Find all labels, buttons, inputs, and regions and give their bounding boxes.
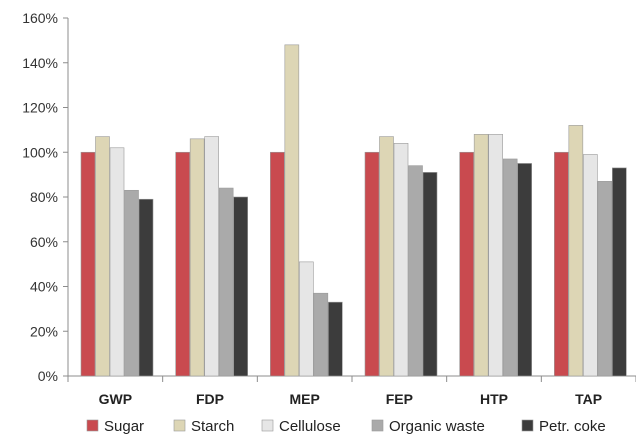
bar-starch-fep: [379, 136, 394, 377]
bar-starch-gwp: [95, 136, 110, 377]
bar-organic-waste-fdp: [218, 187, 234, 377]
bar-sugar-tap: [554, 151, 569, 377]
legend-label: Starch: [191, 418, 234, 435]
y-tick-labels: 0% 20% 40% 60% 80% 100% 120% 140% 160%: [22, 10, 58, 384]
legend-label: Organic waste: [389, 418, 485, 435]
category-labels: GWP FDP MEP FEP HTP TAP: [99, 391, 603, 407]
bar-sugar-mep: [270, 151, 285, 377]
legend-label: Sugar: [104, 418, 144, 435]
category-label: HTP: [480, 391, 508, 407]
y-tick-label: 20%: [30, 323, 58, 339]
bar-cellulose-mep: [299, 261, 314, 377]
bar-organic-waste-mep: [313, 292, 329, 377]
bar-petr-coke-fdp: [233, 196, 248, 377]
bar-cellulose-htp: [488, 134, 503, 377]
legend-swatch: [173, 419, 186, 432]
bar-organic-waste-htp: [502, 158, 518, 377]
bar-starch-fdp: [189, 138, 205, 377]
category-label: FEP: [386, 391, 413, 407]
bars: [80, 44, 627, 377]
bar-sugar-gwp: [80, 151, 96, 377]
bar-sugar-htp: [459, 151, 474, 377]
legend: Sugar Starch Cellulose Organic waste Petr. c…: [86, 418, 606, 435]
category-label: MEP: [289, 391, 319, 407]
legend-swatch: [521, 419, 534, 432]
bar-cellulose-fep: [393, 143, 409, 377]
bar-petr-coke-fep: [422, 172, 438, 377]
y-tick-label: 140%: [22, 55, 58, 71]
bar-organic-waste-fep: [408, 165, 423, 377]
y-tick-label: 100%: [22, 144, 58, 160]
bar-cellulose-tap: [583, 154, 598, 377]
y-tick-label: 40%: [30, 279, 58, 295]
legend-label: Cellulose: [279, 418, 341, 435]
bar-petr-coke-gwp: [138, 198, 154, 377]
y-tick-label: 60%: [30, 234, 58, 250]
category-label: TAP: [575, 391, 602, 407]
legend-swatch: [371, 419, 384, 432]
bar-starch-mep: [284, 44, 300, 377]
bar-petr-coke-htp: [517, 163, 532, 377]
y-tick-label: 160%: [22, 10, 58, 26]
bar-petr-coke-tap: [612, 167, 627, 377]
axes: [63, 17, 636, 382]
y-tick-label: 80%: [30, 189, 58, 205]
bar-cellulose-gwp: [109, 147, 125, 377]
legend-swatch: [261, 419, 274, 432]
bar-starch-htp: [473, 134, 489, 377]
y-tick-label: 120%: [22, 100, 58, 116]
legend-label: Petr. coke: [539, 418, 606, 435]
bar-organic-waste-tap: [597, 181, 613, 377]
bar-sugar-fep: [364, 151, 380, 377]
bar-sugar-fdp: [175, 151, 190, 377]
bar-petr-coke-mep: [328, 301, 343, 377]
category-label: FDP: [196, 391, 224, 407]
legend-swatch: [86, 419, 99, 432]
y-tick-label: 0%: [38, 368, 58, 384]
category-label: GWP: [99, 391, 132, 407]
bar-starch-tap: [568, 125, 584, 377]
bar-organic-waste-gwp: [124, 189, 139, 377]
bar-cellulose-fdp: [204, 136, 219, 377]
